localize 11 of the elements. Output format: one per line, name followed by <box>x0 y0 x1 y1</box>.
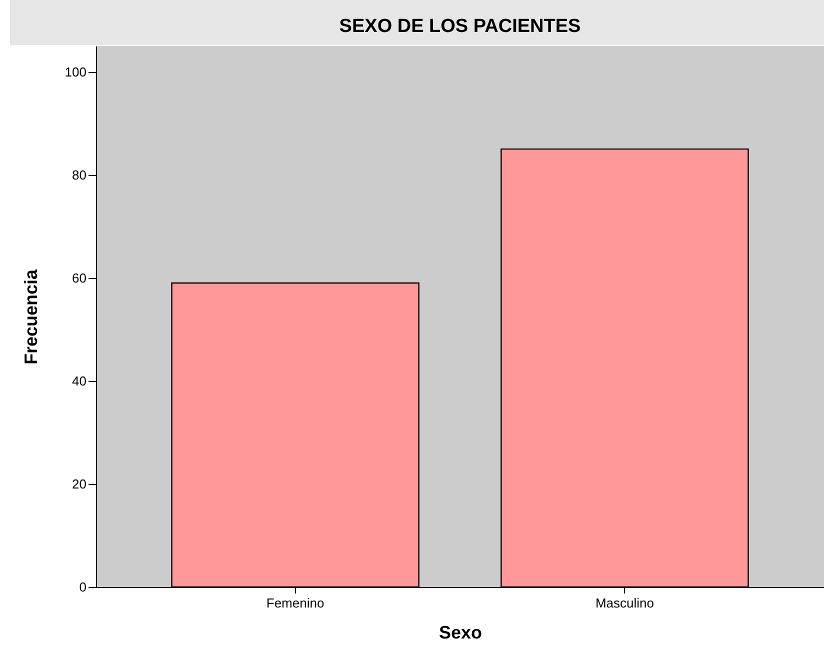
y-tick-label: 60 <box>72 270 86 286</box>
x-tick-label: Femenino <box>266 596 324 610</box>
chart-title: SEXO DE LOS PACIENTES <box>339 16 581 37</box>
y-tick-label: 0 <box>79 580 86 594</box>
y-tick-label: 80 <box>72 167 86 182</box>
x-tick-label: Masculino <box>595 596 654 610</box>
y-tick-label: 40 <box>72 373 86 388</box>
y-tick-label: 100 <box>64 64 86 80</box>
y-tick-label: 20 <box>72 476 86 492</box>
y-axis-title: Frecuencia <box>20 268 41 365</box>
x-axis-title: Sexo <box>438 622 482 642</box>
